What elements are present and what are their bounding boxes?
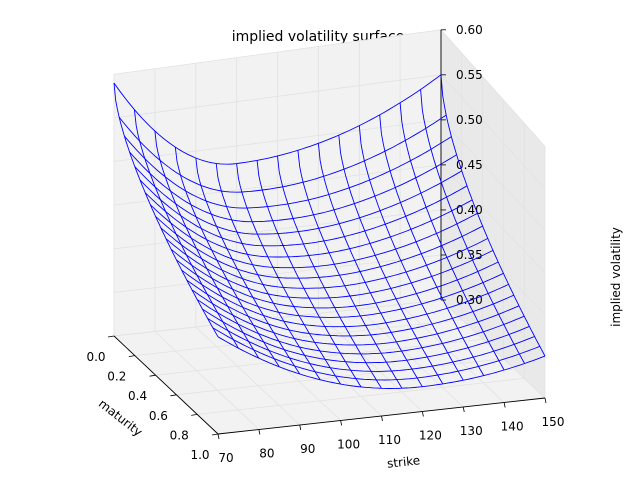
wire-line-strike: [154, 130, 260, 359]
x-tick-mark: [421, 411, 424, 417]
z-tick-label: 0.60: [456, 23, 483, 37]
wire-line-strike: [133, 109, 239, 349]
x-tick-label: 140: [501, 420, 524, 434]
wire-line-strike: [358, 125, 464, 381]
y-axis-line: [113, 335, 219, 435]
wire-line-strike: [440, 74, 546, 357]
x-tick-label: 100: [337, 438, 360, 452]
z-tick-label: 0.35: [456, 248, 483, 262]
tick-labels: 70 80 90 100 110 120 130 140 150 0.00.20.40.60.81…: [86, 23, 564, 465]
y-tick-mark: [191, 414, 198, 416]
y-tick-mark: [107, 335, 115, 338]
wire-line-strike: [399, 102, 505, 371]
wire-line-strike: [317, 143, 423, 387]
wire-line-strike: [195, 157, 301, 375]
x-tick-mark: [340, 420, 343, 426]
x-tick-label: 70: [218, 451, 233, 465]
y-tick-mark: [128, 355, 135, 357]
x-tick-label: 120: [419, 429, 442, 443]
x-tick-mark: [462, 406, 465, 413]
x-tick-mark: [544, 397, 547, 404]
y-tick-mark: [149, 374, 156, 377]
axis-panes: [114, 29, 545, 434]
x-tick-mark: [217, 433, 220, 440]
y-tick-mark: [170, 394, 177, 397]
wire-line-strike: [420, 89, 525, 364]
x-tick-mark: [381, 415, 383, 422]
z-axis-title: implied volatility: [609, 227, 623, 327]
x-tick-mark: [503, 402, 506, 408]
x-tick-label: 80: [259, 447, 274, 461]
y-tick-label: 0.6: [149, 409, 168, 423]
wire-line-strike: [174, 147, 280, 368]
z-tick-label: 0.40: [456, 203, 483, 217]
wire-line-strike: [256, 160, 362, 388]
y-tick-label: 0.2: [107, 370, 126, 384]
y-tick-label: 0.4: [128, 389, 147, 403]
wire-line-strike: [113, 82, 219, 338]
x-tick-mark: [299, 424, 302, 431]
wire-line-strike: [277, 155, 382, 389]
x-tick-label: 90: [300, 442, 315, 456]
wire-line-strike: [297, 150, 403, 389]
x-tick-label: 150: [542, 415, 565, 429]
z-tick-label: 0.45: [456, 158, 483, 172]
z-tick-label: 0.55: [456, 68, 483, 82]
wire-line-strike: [379, 114, 485, 376]
wire-line-strike: [236, 163, 341, 385]
wire-line-strike: [338, 135, 444, 385]
surface-wireframe: [113, 74, 546, 389]
z-tick-label: 0.50: [456, 113, 483, 127]
y-tick-label: 1.0: [190, 448, 209, 462]
x-tick-label: 110: [378, 433, 401, 447]
x-tick-label: 130: [460, 424, 483, 438]
x-axis-title: strike: [386, 453, 420, 470]
y-tick-label: 0.8: [170, 428, 189, 442]
x-tick-mark: [258, 429, 261, 435]
y-tick-mark: [211, 433, 219, 436]
wire-line-strike: [215, 163, 321, 381]
y-tick-label: 0.0: [86, 350, 105, 364]
